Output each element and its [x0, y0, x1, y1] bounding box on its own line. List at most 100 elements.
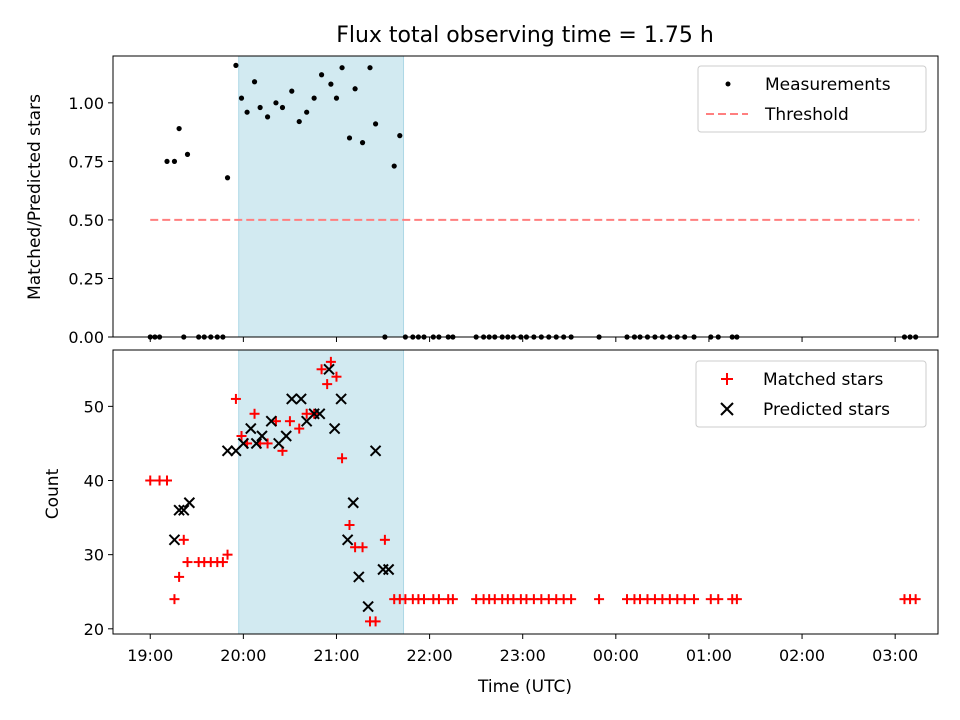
measurement-point [171, 158, 178, 164]
top-legend-box [697, 65, 927, 133]
measurement-point [304, 109, 310, 115]
measurement-point [391, 163, 397, 169]
measurement-point [257, 104, 263, 111]
matched-star-point [344, 519, 355, 530]
legend-measurements-label: Measurements [765, 75, 891, 95]
bottom-shaded-span [238, 349, 405, 635]
measurement-point [251, 79, 258, 85]
top-shaded-span [238, 55, 405, 338]
measurement-point [397, 133, 403, 139]
predicted-star-point [245, 422, 257, 435]
bottom-y-axis-label: Count [43, 468, 63, 519]
matched-star-point [731, 594, 742, 605]
matched-star-point [222, 549, 233, 560]
x-tick-label: 19:00 [127, 646, 173, 665]
matched-star-point [262, 438, 273, 449]
bottom-y-tick-label: 30 [84, 546, 104, 565]
predicted-star-point [237, 437, 250, 450]
x-tick-label: 20:00 [220, 646, 266, 665]
measurement-point [328, 81, 334, 87]
legend-matched-marker [721, 373, 733, 385]
legend-threshold-label: Threshold [764, 105, 849, 125]
x-tick-label: 22:00 [407, 646, 453, 665]
measurement-point [318, 72, 325, 78]
measurement-point [311, 95, 317, 101]
legend-matched-label: Matched stars [763, 370, 883, 390]
matched-star-point [174, 571, 185, 582]
x-tick-label: 23:00 [500, 646, 546, 665]
matched-star-point [316, 364, 327, 375]
measurement-point [273, 100, 279, 106]
predicted-star-point [183, 497, 196, 509]
bottom-y-tick-label: 50 [84, 397, 104, 416]
measurement-point [352, 86, 358, 92]
matched-star-point [679, 594, 690, 605]
bottom-y-tick-label: 20 [84, 620, 104, 639]
measurement-point [176, 125, 182, 132]
x-tick-label: 03:00 [872, 646, 918, 665]
matched-star-point [357, 542, 368, 553]
predicted-star-point [295, 393, 307, 405]
matched-star-point [236, 431, 247, 442]
matched-star-point [566, 594, 577, 605]
x-tick-label: 21:00 [313, 646, 359, 665]
top-panel-measurements-ratio: 0.00 0.25 0.50 0.75 1.00 [68, 55, 939, 347]
measurement-point [184, 151, 191, 157]
top-legend: Measurements Threshold [697, 65, 927, 133]
measurement-point [296, 118, 302, 125]
matched-star-point [178, 534, 189, 545]
top-axes-frame [112, 55, 939, 338]
bottom-panel-star-counts: 20 30 40 50 19:00 20:00 21:00 22:00 23:00 00:00 01… [84, 349, 939, 665]
matched-star-point [433, 594, 444, 605]
predicted-star-point [335, 393, 347, 405]
predicted-star-point [382, 563, 395, 576]
predicted-star-point [328, 422, 341, 435]
matched-star-point [249, 408, 260, 419]
x-tick-label: 02:00 [779, 646, 825, 665]
predicted-star-point [323, 363, 335, 375]
matched-star-point [217, 557, 228, 568]
predicted-star-point [353, 571, 365, 583]
top-y-tick-label: 0.75 [68, 152, 104, 171]
matched-star-point [331, 371, 342, 382]
predicted-star-point [265, 415, 278, 427]
chart-title: Flux total observing time = 1.75 h [336, 23, 714, 48]
measurement-point [238, 95, 245, 101]
x-tick-label: 00:00 [593, 646, 639, 665]
top-y-tick-label: 0.25 [68, 269, 104, 288]
bottom-legend: Matched stars Predicted stars [695, 360, 927, 428]
measurement-point [359, 140, 366, 146]
matched-star-point [169, 594, 180, 605]
predicted-star-point [369, 445, 382, 457]
measurement-point [346, 135, 353, 141]
matched-star-point [230, 393, 241, 404]
matched-star-point [145, 475, 156, 486]
top-y-axis-label: Matched/Predicted stars [25, 94, 45, 300]
measurement-point [233, 62, 239, 68]
matched-star-point [284, 416, 295, 427]
predicted-star-point [221, 445, 234, 457]
matched-star-point [182, 557, 193, 568]
predicted-star-point [178, 504, 190, 516]
matched-star-point [294, 423, 305, 434]
top-y-tick-label: 0.00 [68, 328, 104, 347]
bottom-legend-box [695, 360, 927, 428]
measurement-point [289, 88, 295, 94]
measurement-point [333, 95, 340, 101]
predicted-star-point [347, 497, 359, 509]
x-tick-label: 01:00 [686, 646, 732, 665]
matched-star-point [689, 594, 700, 605]
measurement-point [164, 158, 170, 164]
predicted-star-point [280, 430, 292, 442]
bottom-axes-frame [112, 349, 939, 635]
predicted-star-point [341, 534, 354, 546]
top-y-tick-label: 1.00 [68, 94, 104, 113]
predicted-star-point [168, 534, 181, 546]
matched-star-point [447, 594, 458, 605]
measurement-point [244, 109, 250, 115]
measurement-point [279, 104, 286, 111]
matched-star-point [419, 594, 430, 605]
measurement-point [339, 65, 345, 71]
predicted-star-point [314, 408, 326, 420]
